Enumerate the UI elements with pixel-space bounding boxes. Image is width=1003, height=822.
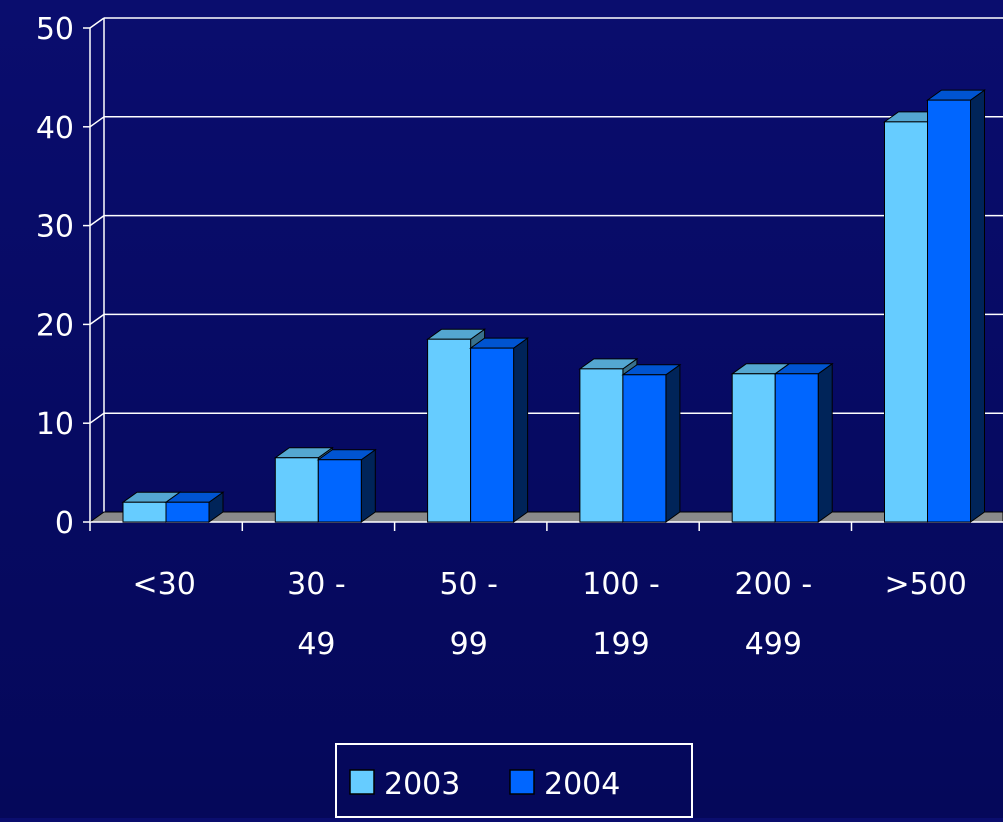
bar-front: [427, 338, 472, 523]
x-tick-label: 49: [297, 627, 335, 662]
bar-2004: [925, 89, 987, 523]
x-tick-label: 30 -: [287, 567, 346, 602]
bar-2004: [316, 448, 377, 523]
bar-front: [731, 373, 776, 523]
bar-front: [165, 501, 210, 523]
y-tick-label: 10: [36, 407, 74, 442]
bar-2004: [164, 491, 225, 523]
bar-front: [317, 459, 362, 523]
y-tick-label: 30: [36, 210, 74, 245]
gridline-side: [89, 116, 105, 128]
bar-2004: [621, 363, 682, 523]
bar-front: [470, 347, 515, 523]
bar-front: [622, 374, 667, 523]
bar-side: [360, 448, 376, 523]
bar-side: [513, 337, 529, 523]
gridline-side: [89, 17, 105, 29]
bar-front: [927, 99, 971, 523]
x-tick-label: 199: [592, 627, 649, 662]
bar-front: [122, 501, 167, 523]
bar-side: [970, 89, 985, 523]
x-tick-label: 99: [450, 627, 488, 662]
gridline-side: [89, 412, 105, 424]
gridline-side: [89, 214, 105, 227]
x-tick-label: 100 -: [582, 567, 660, 602]
bar-2004: [469, 337, 530, 523]
bar-side: [665, 363, 681, 523]
y-tick-label: 20: [36, 308, 74, 343]
x-tick-label: <30: [132, 567, 195, 602]
x-tick-label: >500: [884, 567, 966, 602]
legend-label: 2003: [384, 767, 460, 802]
y-tick-label: 0: [55, 506, 74, 541]
bar-front: [774, 373, 819, 523]
bar-front: [884, 121, 928, 523]
x-tick-label: 200 -: [735, 567, 813, 602]
legend-label: 2004: [544, 767, 620, 802]
bar-front: [274, 457, 319, 523]
chart-floor: [88, 511, 1003, 523]
gridline-side: [89, 313, 105, 326]
legend-swatch: [509, 769, 535, 795]
legend-box: [335, 743, 693, 818]
x-tick-label: 50 -: [439, 567, 498, 602]
y-tick-label: 40: [36, 111, 74, 146]
bar-2004: [773, 362, 834, 523]
legend-swatch: [349, 769, 375, 795]
bar-front: [579, 368, 624, 523]
bar-side: [817, 362, 833, 523]
x-tick-label: 499: [745, 627, 802, 662]
y-tick-label: 50: [36, 12, 74, 47]
